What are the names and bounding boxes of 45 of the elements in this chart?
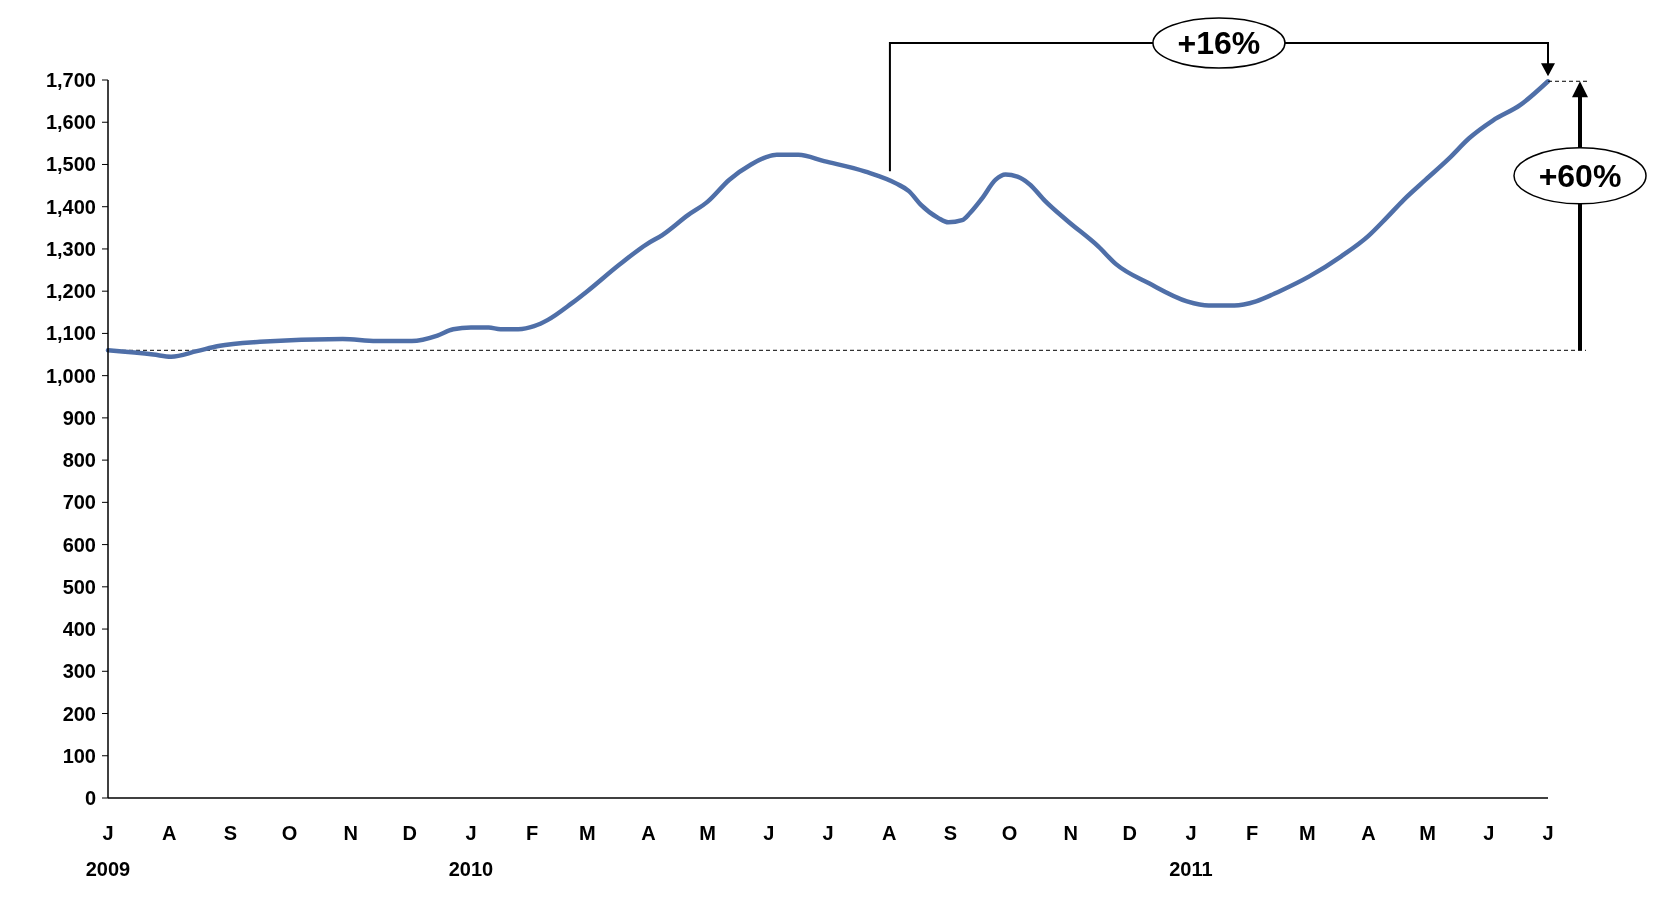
x-tick-label: J: [763, 822, 775, 844]
y-tick-label: 1,500: [45, 153, 96, 176]
x-tick-label: A: [161, 822, 177, 844]
y-tick-label: 800: [62, 449, 96, 472]
x-tick-label: F: [526, 822, 539, 844]
y-tick-label: 1,400: [45, 195, 96, 218]
x-tick-label: A: [881, 822, 897, 844]
x-tick-label: F: [1246, 822, 1259, 844]
y-tick-label: 200: [62, 702, 96, 725]
x-tick-label: D: [402, 822, 418, 844]
y-tick-label: 600: [62, 533, 96, 556]
y-tick-label: 1,000: [45, 364, 96, 387]
x-tick-label: M: [579, 822, 596, 844]
y-tick-label: 1,700: [45, 69, 96, 91]
x-tick-label: J: [1542, 822, 1554, 844]
y-tick-label: 700: [62, 491, 96, 514]
x-tick-label: S: [223, 822, 237, 844]
y-tick-label: 1,100: [45, 322, 96, 345]
x-tick-label: O: [1001, 822, 1018, 844]
y-tick-label: 100: [62, 744, 96, 767]
x-tick-label: J 2010: [448, 822, 494, 880]
y-tick-label: 500: [62, 575, 96, 598]
x-tick-label: N: [1063, 822, 1078, 844]
x-tick-label: J: [1483, 822, 1495, 844]
x-tick-label: A: [641, 822, 656, 844]
x-tick-label: M: [699, 822, 717, 844]
x-tick-label: A: [1361, 822, 1376, 844]
annotation: +60%: [1538, 157, 1622, 194]
y-tick-label: 400: [62, 618, 96, 641]
y-tick-label: 300: [62, 660, 96, 683]
y-tick-label: 900: [62, 406, 96, 429]
y-tick-label: 1,600: [45, 111, 96, 134]
y-tick-label: 1,300: [45, 237, 96, 260]
x-tick-label: O: [281, 822, 298, 844]
y-tick-label: 1,200: [45, 280, 96, 303]
y-tick-label: 0: [84, 787, 96, 809]
x-tick-label: S: [943, 822, 957, 844]
x-tick-label: J 2011: [1169, 822, 1213, 880]
x-tick-label: N: [343, 822, 358, 844]
x-tick-label: M: [1299, 822, 1316, 844]
x-tick-label: M: [1419, 822, 1437, 844]
x-tick-label: J 2009: [85, 822, 131, 880]
x-tick-label: J: [822, 822, 834, 844]
text: +16%: [1177, 25, 1261, 62]
x-tick-label: D: [1122, 822, 1138, 844]
